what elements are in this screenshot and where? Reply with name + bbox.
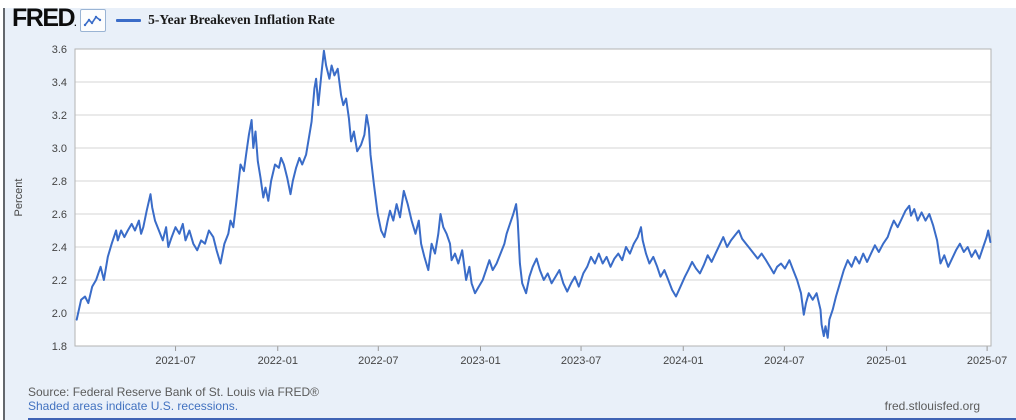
fred-site-link[interactable]: fred.stlouisfed.org: [884, 399, 980, 413]
y-tick-label: 3.6: [52, 44, 67, 56]
x-tick-label: 2024-07: [764, 355, 804, 367]
y-tick-label: 1.8: [52, 341, 67, 353]
y-tick-label: 3.4: [52, 77, 67, 89]
window-left-edge: [3, 8, 5, 420]
y-tick-label: 3.0: [52, 143, 67, 155]
recessions-note-link[interactable]: Shaded areas indicate U.S. recessions.: [28, 399, 239, 413]
x-tick-label: 2021-07: [155, 355, 195, 367]
series-line[interactable]: [75, 49, 992, 339]
x-tick-label: 2022-01: [258, 355, 298, 367]
y-tick-label: 3.2: [52, 110, 67, 122]
y-tick-label: 2.8: [52, 176, 67, 188]
y-tick-label: 2.2: [52, 275, 67, 287]
y-tick-label: 2.6: [52, 209, 67, 221]
plot-area[interactable]: [75, 49, 991, 346]
y-tick-label: 2.4: [52, 242, 67, 254]
plot-border: [74, 48, 992, 347]
page-bottom-divider: [28, 418, 1016, 420]
x-tick-label: 2025-01: [866, 355, 906, 367]
x-tick-label: 2023-01: [460, 355, 500, 367]
graph-header: FRED. 5-Year Breakeven Inflation Rate: [12, 3, 335, 34]
x-tick-label: 2022-07: [358, 355, 398, 367]
fred-sparkline-icon[interactable]: [80, 8, 107, 32]
y-tick-label: 2.0: [52, 308, 67, 320]
y-axis-title: Percent: [13, 179, 25, 217]
legend-line-swatch: [116, 18, 142, 22]
source-attribution: Source: Federal Reserve Bank of St. Loui…: [28, 385, 319, 399]
x-tick-label: 2023-07: [561, 355, 601, 367]
legend: 5-Year Breakeven Inflation Rate: [116, 12, 335, 28]
registered-mark: .: [74, 17, 77, 28]
fred-logo[interactable]: FRED.: [12, 3, 77, 32]
x-tick-label: 2024-01: [663, 355, 703, 367]
legend-series-label: 5-Year Breakeven Inflation Rate: [148, 12, 335, 27]
x-tick-label: 2025-07: [967, 355, 1007, 367]
